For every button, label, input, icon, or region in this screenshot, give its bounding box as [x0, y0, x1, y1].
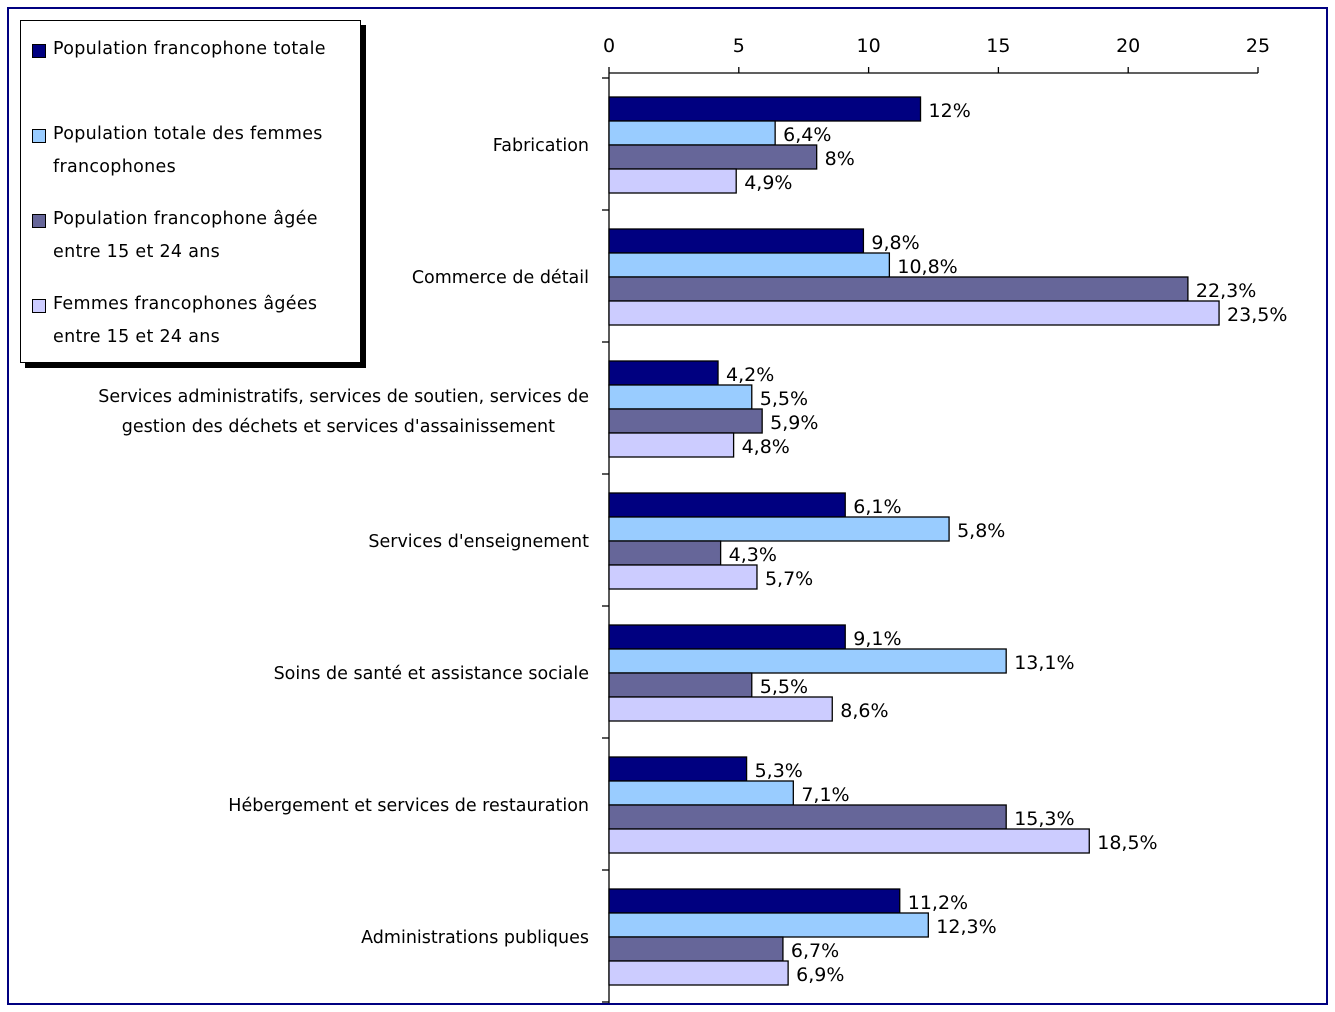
- legend-label-population-totale: Population francophone totale: [53, 39, 326, 59]
- legend-swatch-femmes-15-24: [32, 299, 46, 313]
- bar-commerce-de-detail-series-2: [608, 252, 891, 278]
- legend-swatch-femmes-totale: [32, 129, 46, 143]
- x-tick-label-25: 25: [1246, 35, 1270, 57]
- bar-administrations-publiques-series-2: [608, 912, 929, 938]
- x-tick-label-10: 10: [857, 35, 881, 57]
- data-label-soins-de-sante-et-assistance-sociale-series-1: 9,1%: [853, 628, 901, 650]
- data-label-hebergement-et-services-de-restauration-series-3: 15,3%: [1014, 808, 1074, 830]
- bar-commerce-de-detail-series-1: [608, 228, 865, 254]
- data-label-soins-de-sante-et-assistance-sociale-series-2: 13,1%: [1014, 652, 1074, 674]
- bar-services-d-enseignement-series-2: [608, 516, 950, 542]
- bar-hebergement-et-services-de-restauration-series-3: [608, 804, 1007, 830]
- bar-services-administratifs-services-de-sout-series-2: [608, 384, 753, 410]
- x-tick-label-5: 5: [733, 35, 745, 57]
- data-label-hebergement-et-services-de-restauration-series-4: 18,5%: [1097, 832, 1157, 854]
- x-tick-label-0: 0: [603, 35, 615, 57]
- legend-swatch-population-totale: [32, 44, 46, 58]
- data-label-administrations-publiques-series-2: 12,3%: [936, 916, 996, 938]
- bar-soins-de-sante-et-assistance-sociale-series-4: [608, 696, 833, 722]
- data-label-administrations-publiques-series-3: 6,7%: [791, 940, 839, 962]
- legend-label-population-15-24: Population francophone âgée entre 15 et …: [53, 209, 318, 262]
- data-label-commerce-de-detail-series-4: 23,5%: [1227, 304, 1287, 326]
- data-label-soins-de-sante-et-assistance-sociale-series-4: 8,6%: [840, 700, 888, 722]
- legend-item-femmes-15-24: Femmes francophones âgées entre 15 et 24…: [32, 288, 357, 354]
- legend-item-population-totale: Population francophone totale: [32, 33, 357, 66]
- category-label-soins-de-sante-et-assistance-sociale: Soins de santé et assistance sociale: [274, 664, 589, 684]
- category-label-fabrication: Fabrication: [493, 136, 589, 156]
- bar-services-d-enseignement-series-3: [608, 540, 722, 566]
- data-label-commerce-de-detail-series-3: 22,3%: [1196, 280, 1256, 302]
- data-label-services-d-enseignement-series-3: 4,3%: [729, 544, 777, 566]
- bar-hebergement-et-services-de-restauration-series-4: [608, 828, 1090, 854]
- data-label-services-d-enseignement-series-1: 6,1%: [853, 496, 901, 518]
- bar-fabrication-series-3: [608, 144, 818, 170]
- legend-label-femmes-totale: Population totale des femmes francophone…: [53, 124, 323, 177]
- data-label-fabrication-series-3: 8%: [825, 148, 855, 170]
- bar-administrations-publiques-series-1: [608, 888, 901, 914]
- legend-item-femmes-totale: Population totale des femmes francophone…: [32, 118, 357, 184]
- legend: Population francophone totale Population…: [20, 20, 361, 363]
- data-label-administrations-publiques-series-1: 11,2%: [908, 892, 968, 914]
- x-tick-label-20: 20: [1116, 35, 1140, 57]
- data-label-soins-de-sante-et-assistance-sociale-series-3: 5,5%: [760, 676, 808, 698]
- bar-hebergement-et-services-de-restauration-series-1: [608, 756, 748, 782]
- category-label-services-administratifs-services-de-sout-line-2: gestion des déchets et services d'assain…: [122, 417, 555, 437]
- bar-soins-de-sante-et-assistance-sociale-series-1: [608, 624, 846, 650]
- category-label-services-d-enseignement: Services d'enseignement: [368, 532, 589, 552]
- bar-soins-de-sante-et-assistance-sociale-series-2: [608, 648, 1007, 674]
- bar-administrations-publiques-series-3: [608, 936, 784, 962]
- bar-commerce-de-detail-series-3: [608, 276, 1189, 302]
- data-label-services-d-enseignement-series-2: 5,8%: [957, 520, 1005, 542]
- category-label-commerce-de-detail: Commerce de détail: [412, 268, 589, 288]
- bar-services-d-enseignement-series-4: [608, 564, 758, 590]
- x-tick-label-15: 15: [986, 35, 1010, 57]
- data-label-commerce-de-detail-series-2: 10,8%: [897, 256, 957, 278]
- bar-soins-de-sante-et-assistance-sociale-series-3: [608, 672, 753, 698]
- bar-services-administratifs-services-de-sout-series-3: [608, 408, 763, 434]
- category-label-hebergement-et-services-de-restauration: Hébergement et services de restauration: [228, 796, 589, 816]
- category-label-services-administratifs-services-de-sout-line-1: Services administratifs, services de sou…: [98, 387, 589, 407]
- legend-label-femmes-15-24: Femmes francophones âgées entre 15 et 24…: [53, 294, 318, 347]
- bar-hebergement-et-services-de-restauration-series-2: [608, 780, 794, 806]
- bar-commerce-de-detail-series-4: [608, 300, 1220, 326]
- bar-services-administratifs-services-de-sout-series-1: [608, 360, 719, 386]
- bar-fabrication-series-2: [608, 120, 776, 146]
- data-label-hebergement-et-services-de-restauration-series-1: 5,3%: [755, 760, 803, 782]
- data-label-services-administratifs-services-de-sout-series-1: 4,2%: [726, 364, 774, 386]
- data-label-services-administratifs-services-de-sout-series-3: 5,9%: [770, 412, 818, 434]
- data-label-commerce-de-detail-series-1: 9,8%: [871, 232, 919, 254]
- data-label-fabrication-series-2: 6,4%: [783, 124, 831, 146]
- bar-fabrication-series-4: [608, 168, 737, 194]
- category-label-administrations-publiques: Administrations publiques: [361, 928, 589, 948]
- data-label-services-administratifs-services-de-sout-series-4: 4,8%: [742, 436, 790, 458]
- bar-fabrication-series-1: [608, 96, 922, 122]
- data-label-fabrication-series-4: 4,9%: [744, 172, 792, 194]
- bar-services-d-enseignement-series-1: [608, 492, 846, 518]
- bar-administrations-publiques-series-4: [608, 960, 789, 986]
- chart-border: [7, 7, 1328, 1005]
- data-label-fabrication-series-1: 12%: [929, 100, 971, 122]
- legend-swatch-population-15-24: [32, 214, 46, 228]
- data-label-services-d-enseignement-series-4: 5,7%: [765, 568, 813, 590]
- category-label-services-administratifs-services-de-sout: Services administratifs, services de sou…: [98, 387, 589, 437]
- legend-item-population-15-24: Population francophone âgée entre 15 et …: [32, 203, 357, 269]
- bar-services-administratifs-services-de-sout-series-4: [608, 432, 735, 458]
- data-label-hebergement-et-services-de-restauration-series-2: 7,1%: [801, 784, 849, 806]
- data-label-services-administratifs-services-de-sout-series-2: 5,5%: [760, 388, 808, 410]
- data-label-administrations-publiques-series-4: 6,9%: [796, 964, 844, 986]
